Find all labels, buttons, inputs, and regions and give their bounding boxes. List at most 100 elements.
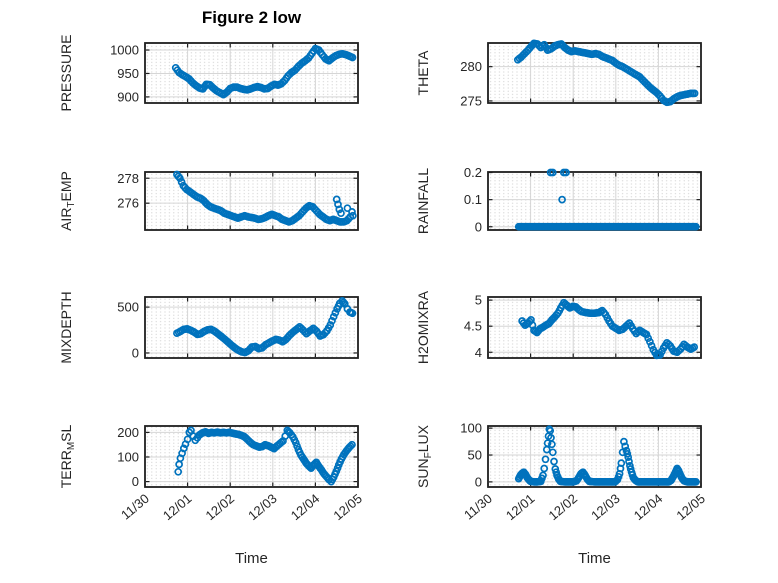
data-point (541, 455, 550, 464)
data-point (291, 438, 300, 447)
y-tick-label: 950 (117, 66, 139, 81)
y-tick-label: 50 (468, 448, 482, 463)
data-point (349, 211, 357, 220)
x-tick-label: 12/01 (503, 491, 538, 523)
data-points (173, 297, 357, 357)
tick-marks (487, 298, 702, 357)
subplot-air-temp: 276 278 AIRTEMP (58, 170, 359, 231)
y-tick-label: 0 (132, 346, 139, 361)
subplot-terr-msl: 0 100 200 TERRMSL 11/30 12/01 12/02 12/03 12/04 1… (58, 424, 365, 523)
y-axis-label: SUNFLUX (415, 424, 434, 488)
y-axis-label: RAINFALL (415, 168, 431, 234)
y-axis-label: AIRTEMP (58, 171, 77, 231)
data-point (690, 89, 699, 98)
x-tick-label: 12/03 (245, 491, 280, 523)
data-point (343, 204, 352, 213)
data-point (692, 478, 700, 486)
y-tick-label: 100 (117, 450, 139, 465)
data-point (328, 316, 336, 325)
data-point (634, 328, 642, 336)
data-points (174, 426, 356, 486)
data-point (562, 168, 570, 177)
y-tick-label: 4 (475, 345, 482, 360)
x-tick-label: 12/05 (330, 491, 365, 523)
x-axis-label-right: Time (578, 550, 611, 567)
data-point (548, 168, 557, 177)
data-points (173, 170, 357, 226)
tick-marks (144, 298, 359, 357)
axes-frame (144, 171, 359, 231)
data-point (621, 442, 630, 451)
data-point (326, 321, 335, 329)
axes-frame (144, 296, 359, 359)
data-points (513, 39, 699, 107)
x-tick-label: 12/02 (546, 491, 581, 523)
y-axis-label: H2OMIXRA (415, 290, 431, 364)
minor-grid (488, 172, 701, 230)
tick-marks (144, 44, 359, 102)
x-tick-label: 12/05 (673, 491, 708, 523)
y-axis-label: MIXDEPTH (58, 291, 74, 363)
x-tick-label: 12/02 (203, 491, 238, 523)
x-tick-label: 12/04 (288, 491, 323, 523)
y-tick-label: 280 (460, 59, 482, 74)
data-point (329, 312, 338, 321)
y-tick-label: 900 (117, 89, 139, 104)
tick-marks (144, 427, 359, 486)
data-point (348, 309, 357, 318)
axes-frame (487, 425, 702, 488)
y-tick-label: 275 (460, 93, 482, 108)
data-point (348, 208, 356, 216)
y-tick-label: 5 (475, 293, 482, 308)
y-tick-label: 500 (117, 300, 139, 315)
x-axis-label-left: Time (235, 550, 268, 567)
y-tick-label: 0.1 (464, 192, 482, 207)
y-tick-label: 200 (117, 425, 139, 440)
figure-title: Figure 2 low (201, 8, 302, 27)
axes-frame (144, 425, 359, 488)
axes-frame (144, 42, 359, 104)
y-axis-label: PRESSURE (58, 34, 74, 111)
y-axis-label: TERRMSL (58, 424, 77, 488)
y-tick-label: 1000 (110, 43, 139, 58)
data-points (171, 44, 357, 99)
y-tick-label: 0 (132, 474, 139, 489)
data-point (177, 178, 186, 186)
y-tick-label: 276 (117, 196, 139, 211)
y-axis-label: THETA (415, 50, 431, 96)
data-point (337, 209, 345, 218)
data-point (546, 426, 555, 435)
subplot-mixdepth: 0 500 MIXDEPTH (58, 291, 359, 364)
data-point (647, 341, 656, 350)
data-point (331, 308, 340, 317)
data-point (642, 330, 651, 339)
data-point (622, 446, 631, 455)
data-point (183, 435, 192, 444)
data-point (339, 298, 348, 307)
x-tick-label: 12/04 (631, 491, 666, 523)
data-point (617, 459, 626, 467)
data-points (518, 298, 699, 360)
y-tick-label: 0 (475, 219, 482, 234)
tick-marks (144, 173, 359, 229)
data-point (623, 450, 632, 458)
data-point (548, 448, 557, 457)
subplot-h2omixra: 4 4.5 5 H2OMIXRA (415, 290, 702, 364)
data-point (540, 464, 549, 473)
data-point (539, 471, 547, 480)
x-tick-label: 11/30 (461, 491, 495, 523)
y-tick-label: 0 (475, 474, 482, 489)
data-point (346, 442, 355, 451)
axes-frame (487, 296, 702, 359)
data-point (543, 439, 552, 448)
y-tick-label: 100 (460, 421, 482, 436)
data-point (625, 457, 633, 466)
axes-frame (487, 42, 702, 104)
subplot-theta: 275 280 THETA (415, 39, 702, 108)
data-point (348, 440, 356, 449)
data-point (624, 453, 633, 462)
data-point (348, 53, 357, 62)
data-point (692, 222, 700, 231)
